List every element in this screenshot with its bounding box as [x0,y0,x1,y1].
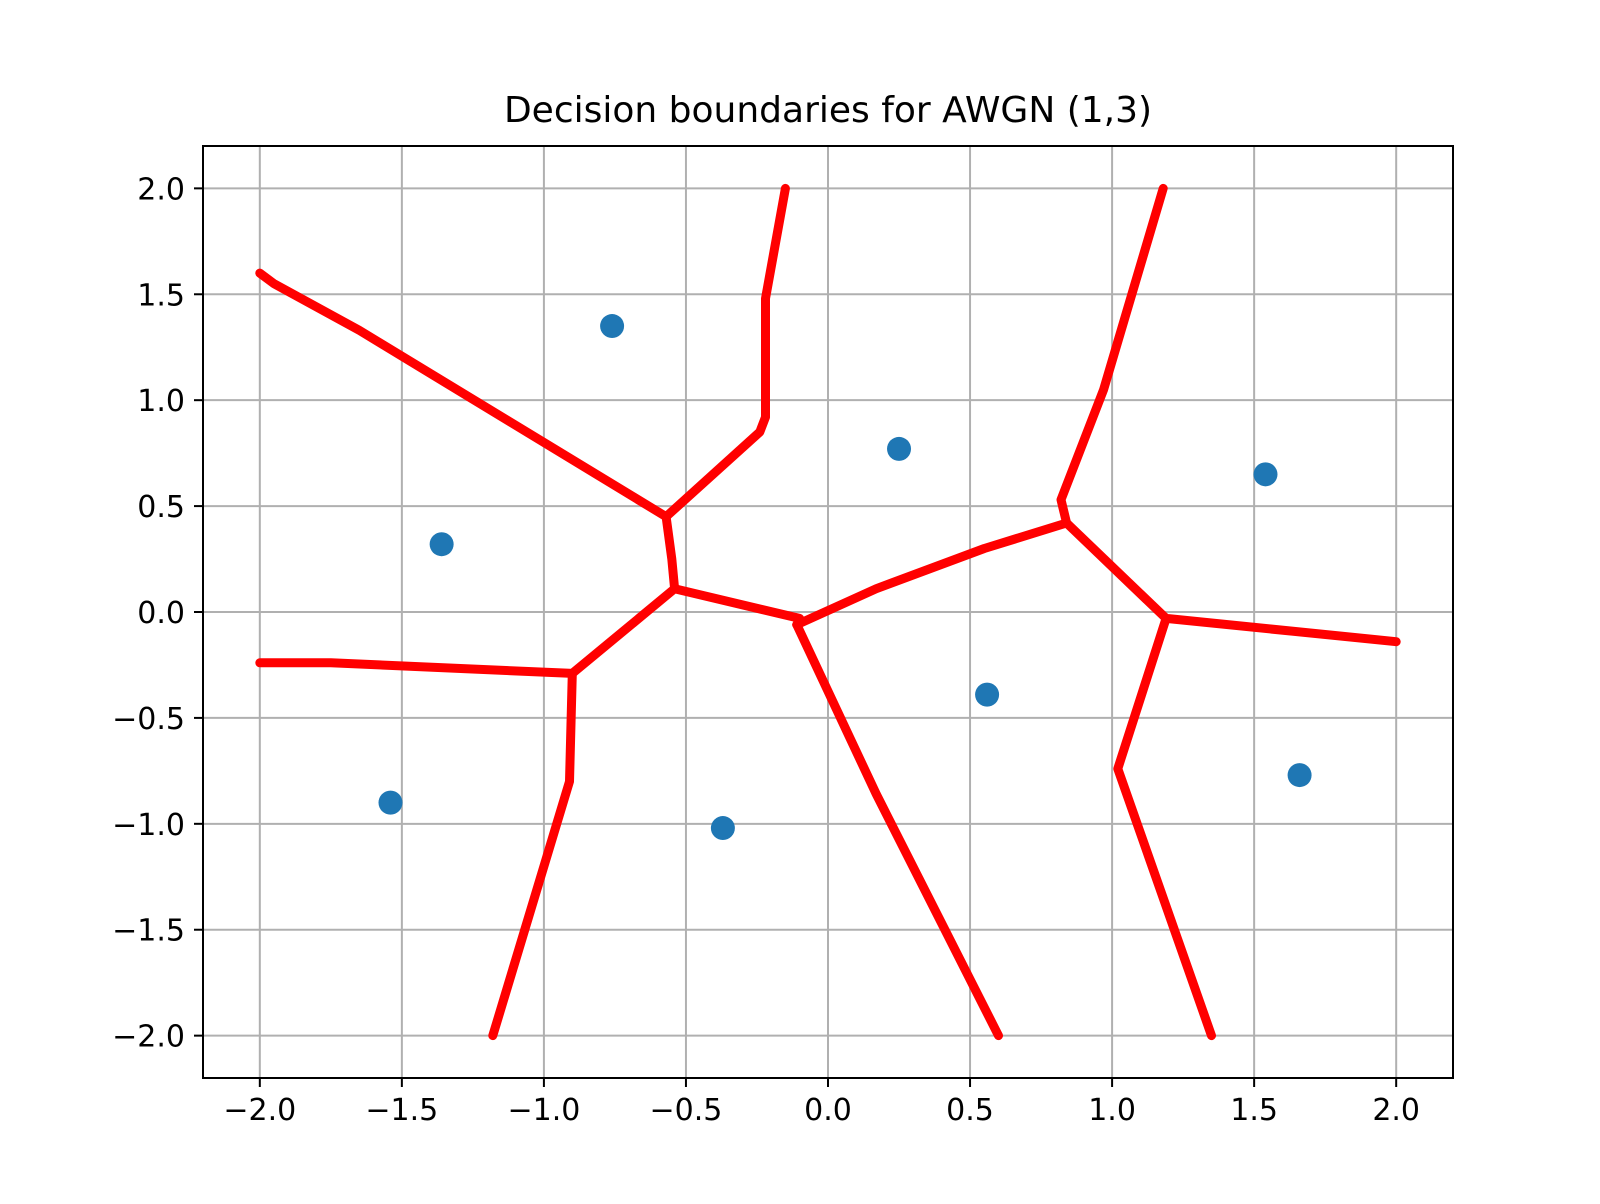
x-tick-label: 0.5 [946,1093,994,1128]
y-tick-label: 1.5 [137,278,185,313]
decision-boundaries [255,183,1401,1041]
decision-boundary-segment [1113,613,1216,1041]
data-point [378,790,403,815]
y-tick-label: −0.5 [112,702,185,737]
data-point [600,314,625,339]
x-tick-label: −1.5 [365,1093,438,1128]
y-tick-label: −1.5 [112,914,185,949]
y-tick-label: 0.5 [137,490,185,525]
data-point [1253,462,1278,487]
decision-boundary-segment [661,183,790,522]
decision-boundary-segment [255,268,680,594]
y-tick-label: 2.0 [137,172,185,207]
y-tick-label: −1.0 [112,808,185,843]
x-tick-label: −2.0 [223,1093,296,1128]
x-tick-label: −1.0 [507,1093,580,1128]
data-point [975,682,1000,707]
x-tick-label: −0.5 [650,1093,723,1128]
y-tick-label: 1.0 [137,384,185,419]
x-axis-ticks: −2.0 −1.5 −1.0 −0.5 0.0 0.5 1.0 1.5 2.0 [223,1078,1420,1128]
data-point [887,436,912,461]
constellation-points [378,314,1312,841]
data-point [710,816,735,841]
y-axis-ticks: 2.0 1.5 1.0 0.5 0.0 −0.5 −1.0 −1.5 −2.0 [112,172,203,1055]
data-point [429,532,454,557]
chart-title: Decision boundaries for AWGN (1,3) [504,90,1152,131]
x-tick-label: 2.0 [1372,1093,1420,1128]
decision-boundary-segment [792,620,1003,1041]
x-tick-label: 0.0 [804,1093,852,1128]
data-point [1287,763,1312,788]
x-tick-label: 1.5 [1230,1093,1278,1128]
decision-boundary-segment [488,668,577,1041]
x-tick-label: 1.0 [1088,1093,1136,1128]
y-tick-label: −2.0 [112,1020,185,1055]
y-tick-label: 0.0 [137,596,185,631]
